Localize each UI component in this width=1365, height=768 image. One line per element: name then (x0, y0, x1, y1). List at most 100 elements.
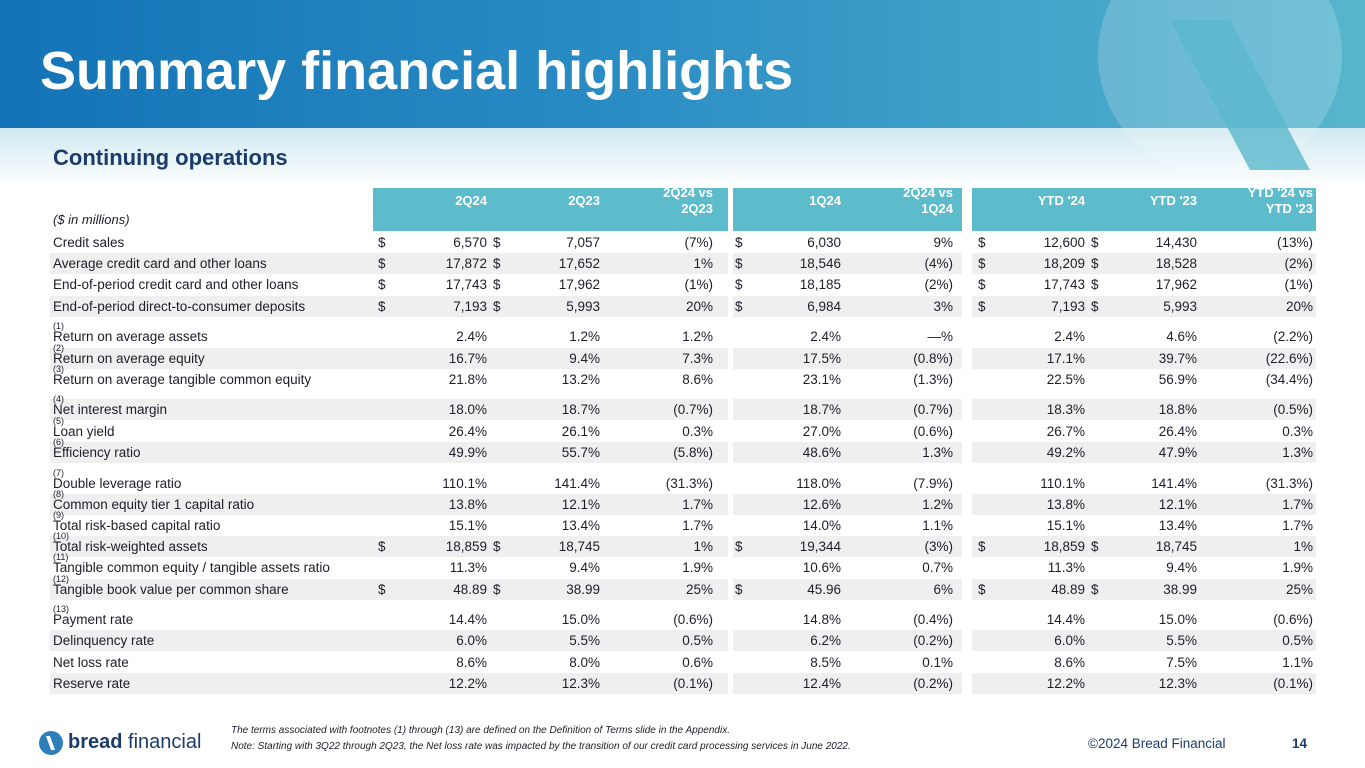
value: 110.1% (1040, 475, 1085, 491)
currency: $ (493, 256, 501, 272)
value: 15.0% (561, 612, 600, 628)
value: 49.2% (1046, 444, 1085, 460)
value: 13.4% (1158, 517, 1197, 533)
row-shade (972, 441, 1316, 463)
value: 18,546 (799, 256, 841, 272)
value: (0.6%) (1273, 612, 1313, 628)
value: 5.5% (1166, 633, 1197, 649)
value: (34.4%) (1265, 371, 1313, 387)
value: 15.0% (1158, 612, 1197, 628)
label-text: End-of-period direct-to-consumer deposit… (53, 298, 306, 314)
value: 12.1% (1158, 496, 1197, 512)
value: 17,743 (1043, 277, 1085, 293)
row-shade (733, 347, 962, 369)
value: (7.9%) (913, 475, 953, 491)
row-shade (733, 253, 962, 275)
value: (0.4%) (913, 612, 953, 628)
currency: $ (978, 581, 986, 597)
label-text: Common equity tier 1 capital ratio (53, 496, 255, 512)
value: 1.9% (682, 560, 713, 576)
value: 18.7% (561, 402, 600, 418)
title: Summary financial highlights (40, 41, 794, 101)
value: 16.7% (448, 350, 487, 366)
value: 18,859 (1043, 539, 1085, 555)
value: 18,209 (1043, 256, 1085, 272)
currency: $ (378, 277, 386, 293)
row-shade (733, 493, 962, 515)
value: 25% (685, 581, 713, 597)
header-cell (373, 188, 728, 231)
value: 4.6% (1166, 329, 1197, 345)
row-shade (972, 672, 1316, 694)
value: (0.2%) (913, 633, 953, 649)
value: 1.7% (1282, 496, 1313, 512)
value: 7.3% (682, 350, 713, 366)
currency: $ (493, 539, 501, 555)
row-shade (50, 347, 728, 369)
value: 23.1% (802, 371, 841, 387)
row-shade (972, 347, 1316, 369)
value: (1%) (684, 277, 713, 293)
footnote: The terms associated with footnotes (1) … (231, 725, 730, 736)
currency: $ (378, 256, 386, 272)
value: 7.5% (1166, 654, 1197, 670)
value: 17,962 (1155, 277, 1197, 293)
value: 17.5% (802, 350, 841, 366)
value: 1.7% (682, 496, 713, 512)
value: 18,185 (799, 277, 841, 293)
value: 49.9% (448, 444, 487, 460)
value: 21.8% (448, 371, 487, 387)
header-fade (0, 128, 1365, 188)
brand-light: financial (128, 731, 202, 753)
value: 38.99 (1163, 581, 1197, 597)
value: 141.4% (1151, 475, 1197, 491)
value: 10.6% (802, 560, 841, 576)
value: (0.8%) (913, 350, 953, 366)
value: 1% (693, 539, 713, 555)
value: 1.2% (922, 496, 953, 512)
value: 7,193 (453, 298, 487, 314)
label-text: Return on average tangible common equity (53, 371, 312, 387)
currency: $ (735, 581, 743, 597)
currency: $ (978, 539, 986, 555)
value: 13.8% (1046, 496, 1085, 512)
value: 17,652 (558, 256, 600, 272)
value: (22.6%) (1265, 350, 1313, 366)
value: (31.3%) (1265, 475, 1313, 491)
brand-icon (39, 731, 63, 755)
label-text: Reserve rate (53, 675, 131, 691)
label-text: Delinquency rate (53, 633, 155, 649)
value: 6% (933, 581, 953, 597)
currency: $ (493, 581, 501, 597)
value: 0.5% (682, 633, 713, 649)
value: 18.8% (1158, 402, 1197, 418)
value: 8.5% (810, 654, 841, 670)
column-header: 1Q24 (921, 201, 953, 216)
value: (0.1%) (673, 675, 713, 691)
value: 6,984 (807, 298, 841, 314)
currency: $ (1091, 235, 1099, 250)
value: 48.89 (453, 581, 487, 597)
value: 0.5% (1282, 633, 1313, 649)
value: 18,745 (558, 539, 600, 555)
column-header: 1Q24 (809, 193, 841, 208)
value: 0.1% (922, 654, 953, 670)
value: 47.9% (1158, 444, 1197, 460)
currency: $ (978, 256, 986, 272)
label-text: Payment rate (53, 612, 134, 628)
value: 18.3% (1046, 402, 1085, 418)
currency: $ (735, 277, 743, 293)
currency: $ (978, 298, 986, 314)
row-shade (733, 399, 962, 421)
value: 13.4% (561, 517, 600, 533)
currency: $ (735, 256, 743, 272)
column-header: 2Q24 (455, 193, 487, 208)
value: 15.1% (1046, 517, 1085, 533)
currency: $ (735, 539, 743, 555)
row-shade (50, 672, 728, 694)
row-shade (733, 441, 962, 463)
currency: $ (493, 277, 501, 293)
currency: $ (493, 298, 501, 314)
column-header: YTD '24 (1037, 193, 1085, 208)
row-shade (733, 536, 962, 558)
